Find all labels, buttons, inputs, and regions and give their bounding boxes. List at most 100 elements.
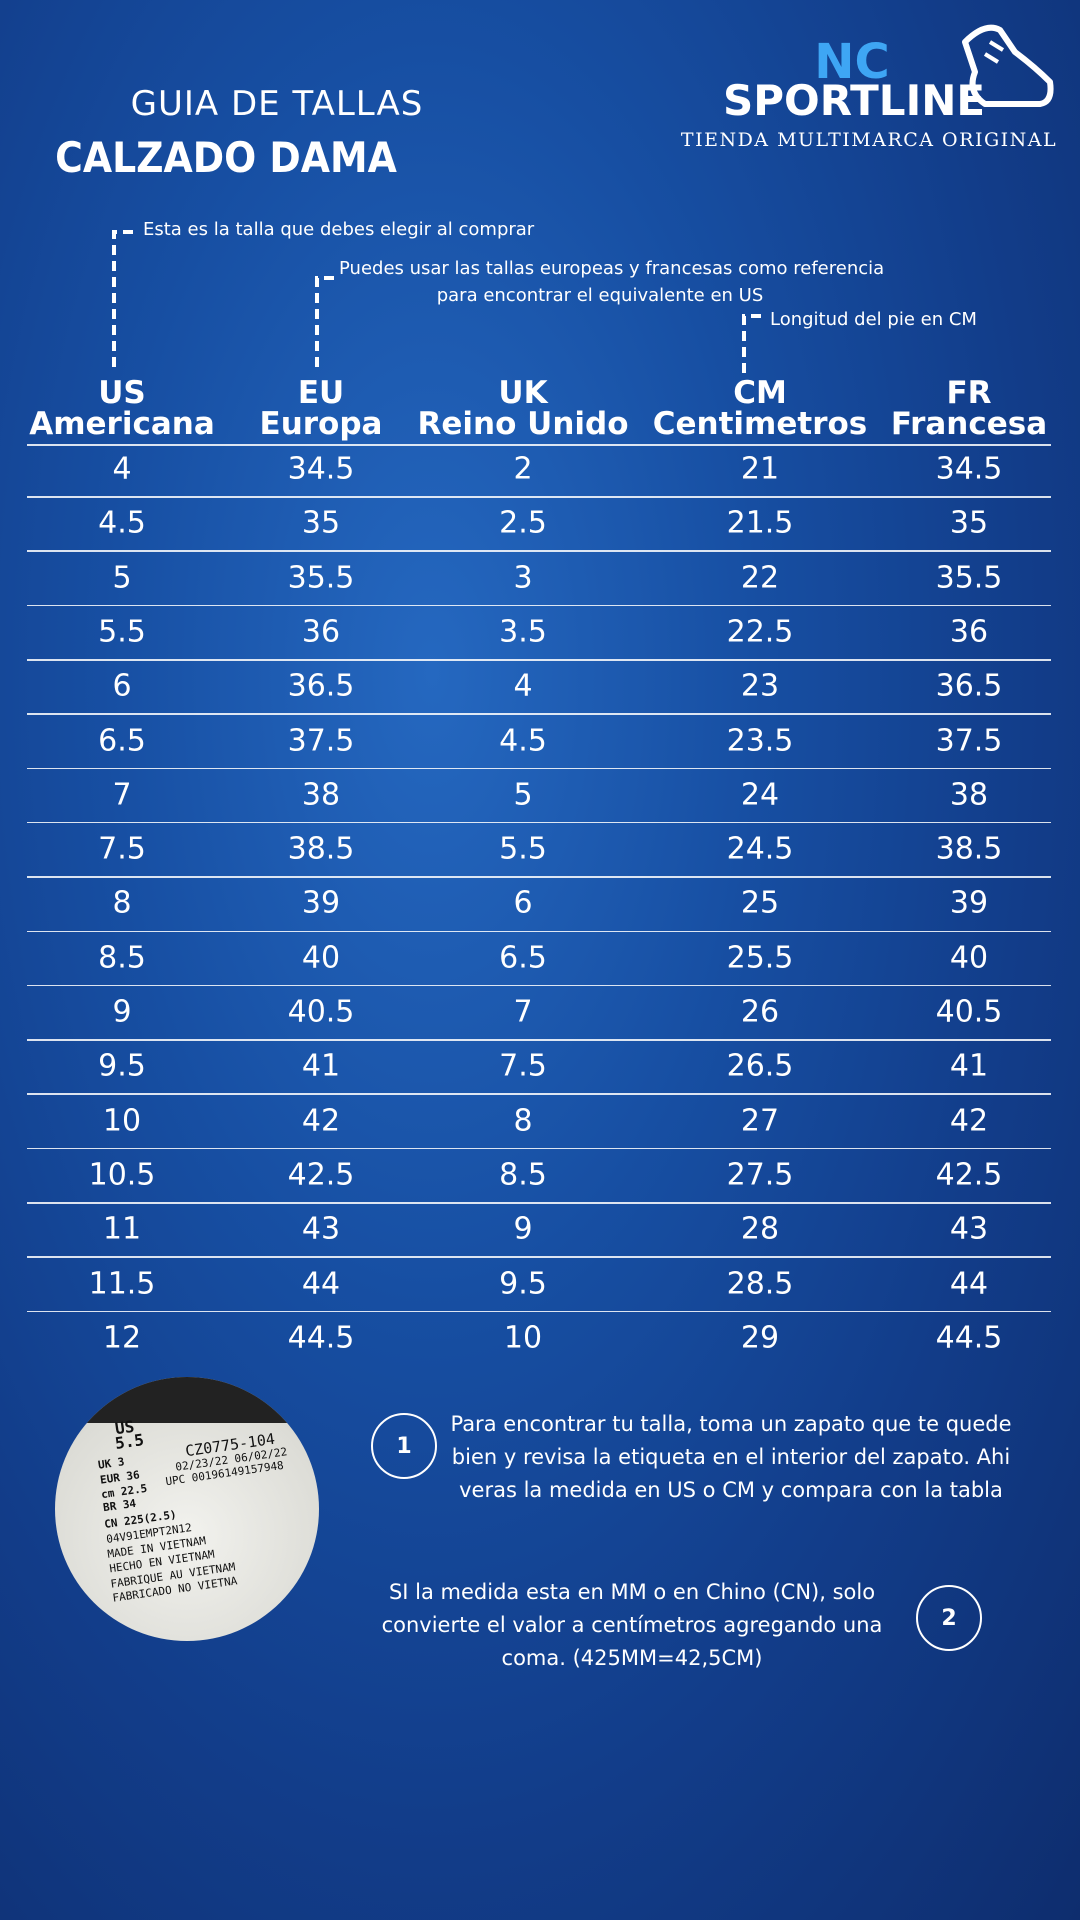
table-cell: 12: [102, 1320, 142, 1356]
step-text: coma. (425MM=42,5CM): [501, 1646, 763, 1670]
row-divider: [27, 767, 1051, 770]
annotation: para encontrar el equivalente en US: [436, 285, 764, 306]
table-cell: 40: [301, 940, 341, 976]
table-cell: 42: [949, 1103, 989, 1139]
table-cell: 44.5: [287, 1320, 355, 1356]
row-divider: [27, 1256, 1051, 1258]
table-cell: 22.5: [726, 614, 794, 650]
row-divider: [27, 821, 1051, 824]
table-cell: 5.5: [499, 831, 547, 867]
annotation: Esta es la talla que debes elegir al com…: [143, 219, 535, 240]
table-cell: 4: [513, 668, 533, 704]
row-divider: [27, 659, 1051, 661]
table-cell: 22: [740, 560, 780, 596]
table-cell: 40.5: [287, 994, 355, 1030]
table-cell: 41: [949, 1048, 989, 1084]
kicker: GUIA DE TALLAS: [130, 84, 424, 124]
table-cell: 44.5: [935, 1320, 1003, 1356]
row-divider: [27, 1093, 1051, 1095]
table-cell: 36.5: [935, 668, 1003, 704]
column-name: Europa: [259, 406, 383, 442]
table-cell: 38.5: [287, 831, 355, 867]
step-text: SI la medida esta en MM o en Chino (CN),…: [388, 1580, 876, 1604]
table-cell: 10: [102, 1103, 142, 1139]
table-cell: 41: [301, 1048, 341, 1084]
brand-tagline: TIENDA MULTIMARCA ORIGINAL: [680, 129, 1058, 151]
table-cell: 27: [740, 1103, 780, 1139]
row-divider: [27, 1147, 1051, 1150]
table-cell: 28.5: [726, 1266, 794, 1301]
table-cell: 6.5: [499, 940, 547, 976]
table-cell: 37.5: [287, 723, 355, 758]
table-cell: 24: [740, 777, 780, 813]
row-divider: [27, 444, 1051, 446]
table-cell: 37.5: [935, 723, 1003, 758]
row-divider: [27, 930, 1051, 933]
table-cell: 6: [513, 885, 533, 921]
table-cell: 7.5: [499, 1048, 547, 1084]
table-cell: 8: [112, 885, 132, 921]
table-cell: 5: [112, 560, 132, 596]
column-code: US: [98, 375, 146, 411]
table-cell: 25: [740, 885, 780, 921]
table-cell: 42.5: [287, 1157, 355, 1193]
table-cell: 43: [949, 1211, 989, 1247]
row-divider: [27, 496, 1051, 498]
title: CALZADO DAMA: [55, 133, 397, 182]
table-cell: 2.5: [499, 505, 547, 541]
row-divider: [27, 984, 1051, 987]
table-cell: 24.5: [726, 831, 794, 867]
step-text: Para encontrar tu talla, toma un zapato …: [450, 1412, 1012, 1436]
table-cell: 11.5: [88, 1266, 156, 1301]
table-cell: 27.5: [726, 1157, 794, 1193]
table-cell: 23.5: [726, 723, 794, 758]
brand-initials: NC: [814, 34, 890, 90]
table-cell: 8: [513, 1103, 533, 1139]
table-cell: 38: [301, 777, 341, 813]
step-number: 2: [916, 1585, 982, 1651]
table-cell: 35: [301, 505, 341, 541]
table-cell: 34.5: [287, 451, 355, 487]
table-cell: 7: [112, 777, 132, 813]
table-cell: 8.5: [499, 1157, 547, 1193]
row-divider: [27, 876, 1051, 878]
annotation: Longitud del pie en CM: [770, 309, 977, 330]
table-cell: 36: [301, 614, 341, 650]
label-text: 5.5: [113, 1430, 146, 1453]
step-text: veras la medida en US o CM y compara con…: [459, 1478, 1003, 1502]
column-code: FR: [946, 375, 992, 411]
table-cell: 7.5: [98, 831, 146, 867]
brand-name: SPORTLINE: [722, 76, 986, 125]
table-cell: 38.5: [935, 831, 1003, 867]
table-cell: 9: [513, 1211, 533, 1247]
table-cell: 9.5: [98, 1048, 146, 1084]
label-photo: US 5.5 UK 3 EUR 36 cm 22.5 BR 34 CN 225(2.5) 04…: [55, 1377, 319, 1641]
step-number: 1: [371, 1413, 437, 1479]
label-text: UK 3: [97, 1455, 126, 1472]
table-cell: 42: [301, 1103, 341, 1139]
table-cell: 21.5: [726, 505, 794, 541]
step-text: bien y revisa la etiqueta en el interior…: [451, 1445, 1011, 1469]
table-cell: 5.5: [98, 614, 146, 650]
column-name: Francesa: [890, 406, 1048, 442]
table-cell: 6.5: [98, 723, 146, 758]
table-cell: 5: [513, 777, 533, 813]
table-cell: 35: [949, 505, 989, 541]
table-cell: 3: [513, 560, 533, 596]
table-cell: 43: [301, 1211, 341, 1247]
table-cell: 8.5: [98, 940, 146, 976]
table-cell: 9: [112, 994, 132, 1030]
row-divider: [27, 1310, 1051, 1313]
table-cell: 36: [949, 614, 989, 650]
table-cell: 26.5: [726, 1048, 794, 1084]
column-name: Centimetros: [652, 406, 868, 442]
row-divider: [27, 1039, 1051, 1041]
row-divider: [27, 713, 1051, 715]
table-cell: 9.5: [499, 1266, 547, 1301]
column-code: CM: [733, 375, 787, 411]
table-cell: 39: [301, 885, 341, 921]
table-cell: 4: [112, 451, 132, 487]
table-cell: 29: [740, 1320, 780, 1356]
table-cell: 28: [740, 1211, 780, 1247]
